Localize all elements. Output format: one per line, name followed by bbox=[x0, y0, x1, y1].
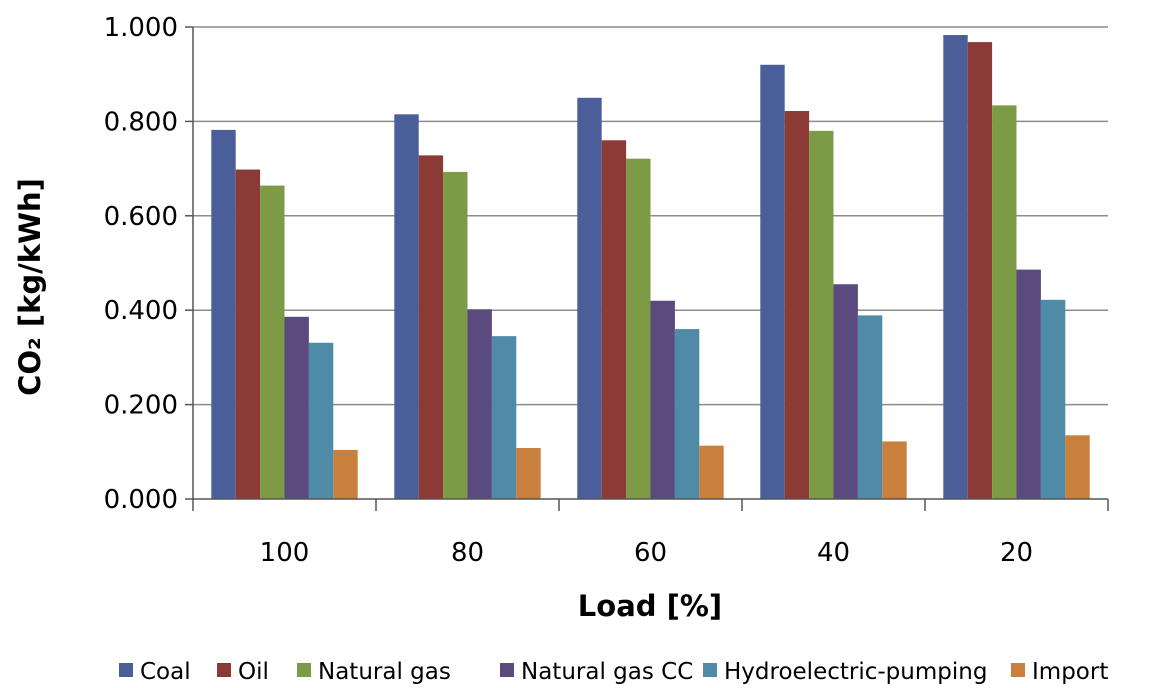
bar-natural-gas-40 bbox=[809, 130, 834, 499]
y-tick-labels: 0.000 0.200 0.400 0.600 0.800 1.000 bbox=[104, 13, 193, 515]
bar-oil-40 bbox=[784, 111, 810, 500]
legend-label: Coal bbox=[140, 659, 191, 685]
legend-label: Natural gas CC bbox=[521, 659, 693, 685]
bar-oil-60 bbox=[601, 140, 627, 499]
y-tick-label: 0.200 bbox=[104, 391, 178, 421]
bar-natural-gas-100 bbox=[260, 185, 285, 500]
legend-swatch bbox=[703, 663, 717, 677]
bar-import-100 bbox=[333, 449, 358, 499]
legend-label: Hydroelectric-pumping bbox=[724, 659, 987, 685]
axes bbox=[192, 27, 1109, 511]
bar-hydroelectric-pumping-100 bbox=[308, 342, 334, 499]
legend: Coal Oil Natural gas Natural gas CC Hydroele… bbox=[119, 659, 1108, 685]
legend-swatch bbox=[217, 663, 231, 677]
x-tick-label: 60 bbox=[634, 538, 667, 568]
bar-natural-gas-cc-40 bbox=[833, 284, 858, 499]
bar-oil-20 bbox=[967, 42, 993, 499]
legend-label: Natural gas bbox=[318, 659, 451, 685]
bar-natural-gas-80 bbox=[443, 171, 468, 500]
bar-hydroelectric-pumping-80 bbox=[491, 336, 517, 499]
legend-label: Oil bbox=[238, 659, 269, 685]
x-tick-label: 100 bbox=[260, 538, 310, 568]
bar-coal-100 bbox=[211, 129, 236, 499]
bar-natural-gas-cc-60 bbox=[650, 300, 675, 499]
bar-import-60 bbox=[699, 445, 724, 499]
legend-swatch bbox=[297, 663, 311, 677]
x-tick-label: 40 bbox=[817, 538, 850, 568]
bar-natural-gas-cc-100 bbox=[284, 316, 309, 499]
bar-import-40 bbox=[882, 441, 907, 499]
bar-import-20 bbox=[1065, 435, 1090, 499]
y-tick-label: 0.400 bbox=[104, 296, 178, 326]
bar-oil-100 bbox=[235, 169, 261, 499]
bar-natural-gas-cc-80 bbox=[467, 309, 492, 499]
x-tick-label: 80 bbox=[451, 538, 484, 568]
y-tick-label: 1.000 bbox=[104, 13, 178, 43]
y-tick-label: 0.800 bbox=[104, 107, 178, 137]
y-axis-title: CO₂ [kg/kWh] bbox=[13, 178, 47, 396]
x-tick-label: 20 bbox=[1000, 538, 1033, 568]
bar-coal-20 bbox=[943, 35, 968, 500]
bars bbox=[211, 35, 1090, 500]
bar-natural-gas-cc-20 bbox=[1016, 269, 1041, 499]
x-axis-title: Load [%] bbox=[578, 589, 722, 623]
bar-natural-gas-20 bbox=[992, 105, 1017, 500]
x-tick-labels: 100 80 60 40 20 bbox=[260, 538, 1033, 568]
y-tick-label: 0.000 bbox=[104, 485, 178, 515]
bar-hydroelectric-pumping-40 bbox=[857, 315, 883, 499]
bar-coal-80 bbox=[394, 114, 419, 499]
bar-import-80 bbox=[516, 448, 541, 499]
bar-oil-80 bbox=[418, 155, 444, 499]
bar-coal-60 bbox=[577, 97, 602, 500]
legend-label: Import bbox=[1032, 659, 1108, 685]
bar-hydroelectric-pumping-60 bbox=[674, 329, 700, 499]
bar-natural-gas-60 bbox=[626, 158, 651, 500]
legend-swatch bbox=[119, 663, 133, 677]
y-tick-label: 0.600 bbox=[104, 202, 178, 232]
bar-coal-40 bbox=[760, 64, 785, 499]
bar-hydroelectric-pumping-20 bbox=[1040, 299, 1066, 499]
legend-swatch bbox=[500, 663, 514, 677]
legend-swatch bbox=[1011, 663, 1025, 677]
